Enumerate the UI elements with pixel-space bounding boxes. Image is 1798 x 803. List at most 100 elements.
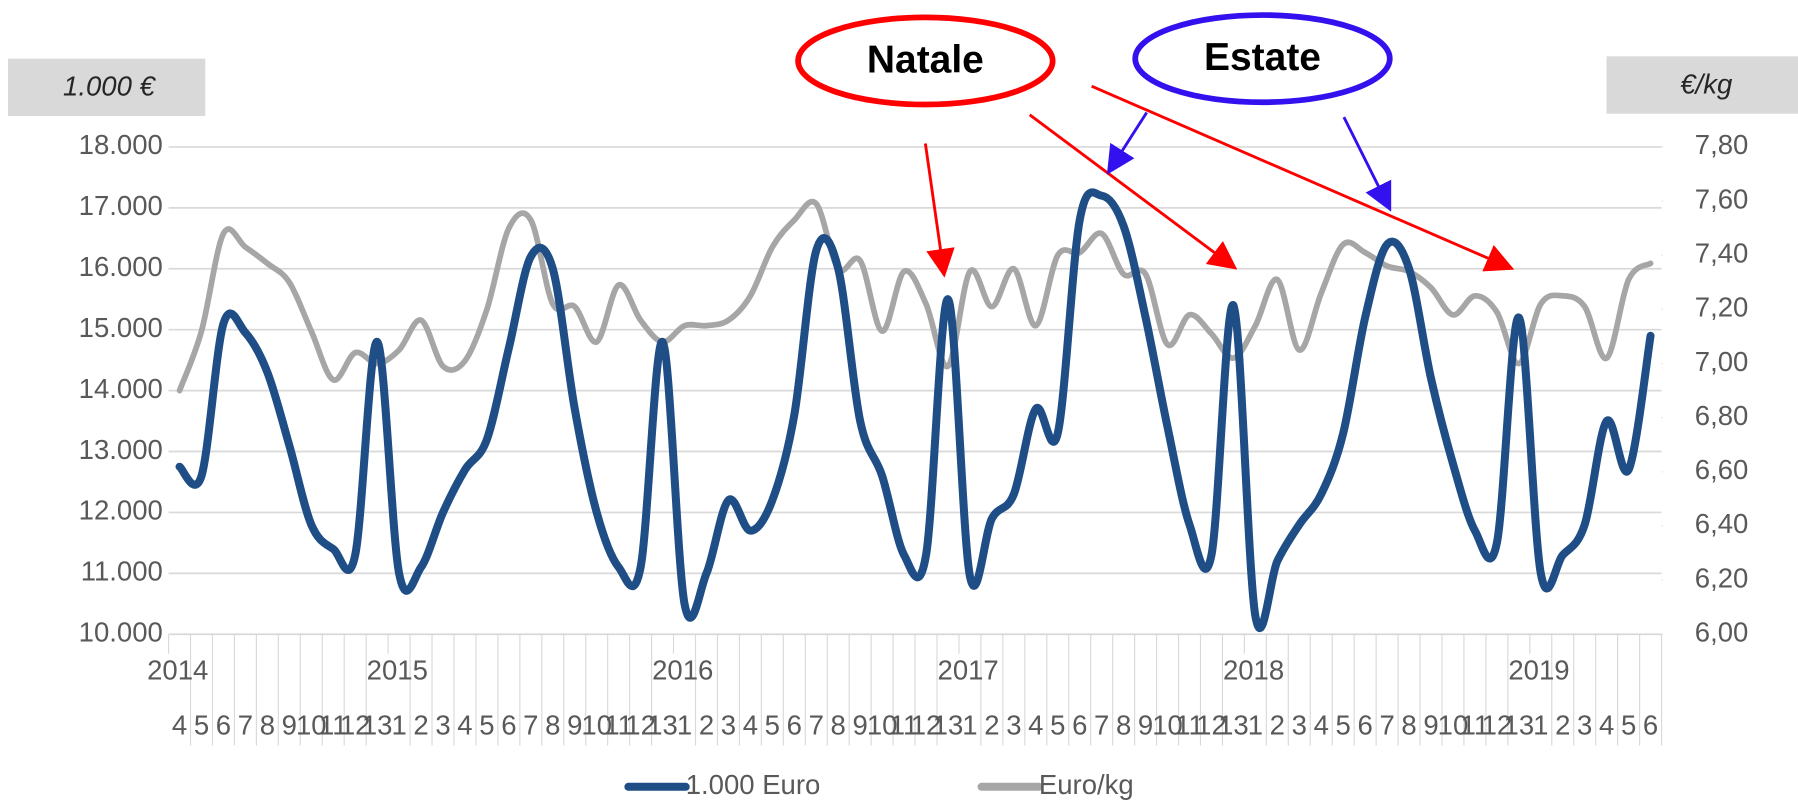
x-tick-label: 10 — [1152, 709, 1183, 740]
x-tick-label: 3 — [435, 709, 450, 740]
x-tick-label: 6 — [1643, 709, 1658, 740]
x-tick-label: 12 — [911, 709, 942, 740]
x-tick-label: 10 — [1438, 709, 1469, 740]
y-tick-label: 16.000 — [79, 251, 163, 282]
legend-label: Euro/kg — [1039, 769, 1134, 800]
x-year-label: 2016 — [652, 654, 713, 685]
x-tick-label: 5 — [1050, 709, 1065, 740]
annotation: Estate — [1204, 36, 1321, 79]
x-tick-label: 10 — [867, 709, 898, 740]
y2-tick-label: 6,80 — [1695, 400, 1749, 431]
x-tick-label: 4 — [743, 709, 758, 740]
x-tick-label: 6 — [1357, 709, 1372, 740]
y-tick-label: 14.000 — [79, 373, 163, 404]
x-tick-label: 11 — [604, 709, 633, 740]
x-tick-label: 5 — [479, 709, 494, 740]
y-tick-label: 18.000 — [79, 129, 163, 160]
x-tick-label: 12 — [625, 709, 656, 740]
x-tick-label: 3 — [1577, 709, 1592, 740]
y2-tick-label: 6,00 — [1695, 617, 1749, 648]
x-tick-label: 8 — [831, 709, 846, 740]
x-year-label: 2018 — [1223, 654, 1284, 685]
x-tick-label: 13 — [362, 709, 393, 740]
x-tick-label: 8 — [1116, 709, 1131, 740]
x-tick-label: 4 — [1028, 709, 1043, 740]
y2-tick-label: 7,60 — [1695, 183, 1749, 214]
x-tick-label: 3 — [1006, 709, 1021, 740]
x-tick-label: 9 — [1423, 709, 1438, 740]
x-tick-label: 7 — [238, 709, 253, 740]
x-tick-label: 5 — [1336, 709, 1351, 740]
y-tick-label: 17.000 — [79, 190, 163, 221]
y-tick-label: 11.000 — [81, 556, 163, 587]
legend: 1.000 Euro Euro/kg — [624, 769, 1134, 800]
x-tick-label: 1 — [391, 709, 406, 740]
x-tick-label: 13 — [647, 709, 678, 740]
x-year-label: 2015 — [367, 654, 428, 685]
x-tick-label: 2 — [699, 709, 714, 740]
x-tick-label: 12 — [340, 709, 371, 740]
y2-tick-label: 7,00 — [1695, 346, 1749, 377]
x-tick-label: 5 — [194, 709, 209, 740]
x-tick-label: 6 — [787, 709, 802, 740]
x-year-label: 2014 — [147, 654, 208, 685]
x-tick-label: 1 — [1248, 709, 1263, 740]
y2-axis-label: €/kg — [1680, 68, 1733, 99]
y-tick-label: 15.000 — [79, 312, 163, 343]
y-axis-label: 1.000 € — [63, 71, 157, 102]
x-tick-label: 2 — [413, 709, 428, 740]
x-year-label: 2017 — [938, 654, 999, 685]
x-tick-label: 9 — [567, 709, 582, 740]
x-tick-label: 1 — [1533, 709, 1548, 740]
y2-tick-label: 6,40 — [1695, 508, 1749, 539]
x-tick-label: 9 — [1138, 709, 1153, 740]
y2-tick-label: 7,80 — [1695, 129, 1749, 160]
x-tick-label: 7 — [1094, 709, 1109, 740]
y2-label-box — [1606, 56, 1798, 114]
y2-tick-label: 6,60 — [1695, 454, 1749, 485]
x-tick-label: 4 — [1599, 709, 1614, 740]
series-line — [175, 188, 1655, 632]
x-tick-label: 13 — [1504, 709, 1535, 740]
x-tick-label: 13 — [933, 709, 964, 740]
x-tick-label: 6 — [1072, 709, 1087, 740]
x-tick-label: 10 — [296, 709, 327, 740]
x-tick-label: 7 — [523, 709, 538, 740]
x-tick-label: 12 — [1482, 709, 1513, 740]
x-tick-label: 7 — [1379, 709, 1394, 740]
y-tick-label: 13.000 — [79, 434, 163, 465]
x-tick-label: 11 — [319, 709, 348, 740]
annotation-arrows — [923, 84, 1515, 278]
x-year-label: 2019 — [1508, 654, 1569, 685]
grid: 10.000 11.000 12.000 13.000 14.000 15.000 16.0… — [79, 129, 1749, 746]
x-tick-label: 3 — [721, 709, 736, 740]
x-tick-label: 8 — [545, 709, 560, 740]
x-tick-label: 8 — [260, 709, 275, 740]
x-tick-label: 2 — [1270, 709, 1285, 740]
y-tick-label: 12.000 — [79, 495, 163, 526]
x-tick-label: 4 — [457, 709, 472, 740]
x-tick-label: 10 — [581, 709, 612, 740]
x-tick-label: 11 — [1461, 709, 1490, 740]
y2-tick-label: 7,40 — [1695, 237, 1749, 268]
x-tick-label: 9 — [853, 709, 868, 740]
x-tick-label: 4 — [1314, 709, 1329, 740]
x-tick-label: 2 — [1555, 709, 1570, 740]
x-tick-label: 9 — [282, 709, 297, 740]
x-tick-label: 2 — [984, 709, 999, 740]
annotation-ellipse — [1132, 12, 1393, 106]
y-label-box — [8, 58, 206, 116]
annotation-ellipse — [795, 14, 1056, 108]
y2-tick-label: 7,20 — [1695, 292, 1749, 323]
x-tick-label: 11 — [890, 709, 919, 740]
x-tick-label: 5 — [1621, 709, 1636, 740]
x-tick-label: 1 — [962, 709, 977, 740]
annotation: Natale — [867, 38, 984, 81]
x-tick-label: 11 — [1175, 709, 1204, 740]
x-tick-label: 1 — [677, 709, 692, 740]
x-tick-label: 6 — [501, 709, 516, 740]
x-tick-label: 13 — [1218, 709, 1249, 740]
y2-tick-label: 6,20 — [1695, 562, 1749, 593]
